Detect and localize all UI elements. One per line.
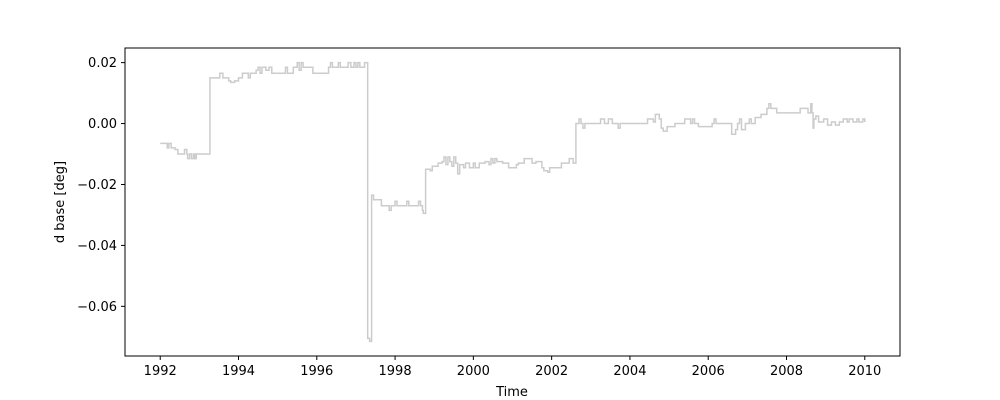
series-line-0	[160, 61, 866, 343]
y-axis-label: d base [deg]	[53, 161, 68, 243]
x-tick-label: 2006	[692, 364, 725, 379]
plot-series-group	[160, 61, 866, 343]
x-axis-label: Time	[495, 385, 528, 400]
x-tick-label: 2000	[457, 364, 490, 379]
y-tick-label: 0.02	[88, 56, 117, 71]
x-tick-label: 2002	[535, 364, 568, 379]
x-tick-label: 2010	[848, 364, 881, 379]
x-axis: 1992 1994 1996 1998 2000 2002 2004 2006 2008 2010	[144, 356, 881, 379]
x-tick-label: 1992	[144, 364, 177, 379]
y-axis: 0.02 0.00 −0.02 −0.04 −0.06	[77, 56, 125, 315]
axes-frame	[124, 47, 901, 357]
y-tick-label: −0.06	[77, 300, 117, 315]
y-tick-label: 0.00	[88, 117, 117, 132]
x-tick-label: 1998	[379, 364, 412, 379]
x-tick-label: 1996	[300, 364, 333, 379]
y-tick-label: −0.02	[77, 178, 117, 193]
y-tick-label: −0.04	[77, 239, 117, 254]
x-tick-label: 1994	[222, 364, 255, 379]
x-tick-label: 2008	[770, 364, 803, 379]
x-tick-label: 2004	[613, 364, 646, 379]
